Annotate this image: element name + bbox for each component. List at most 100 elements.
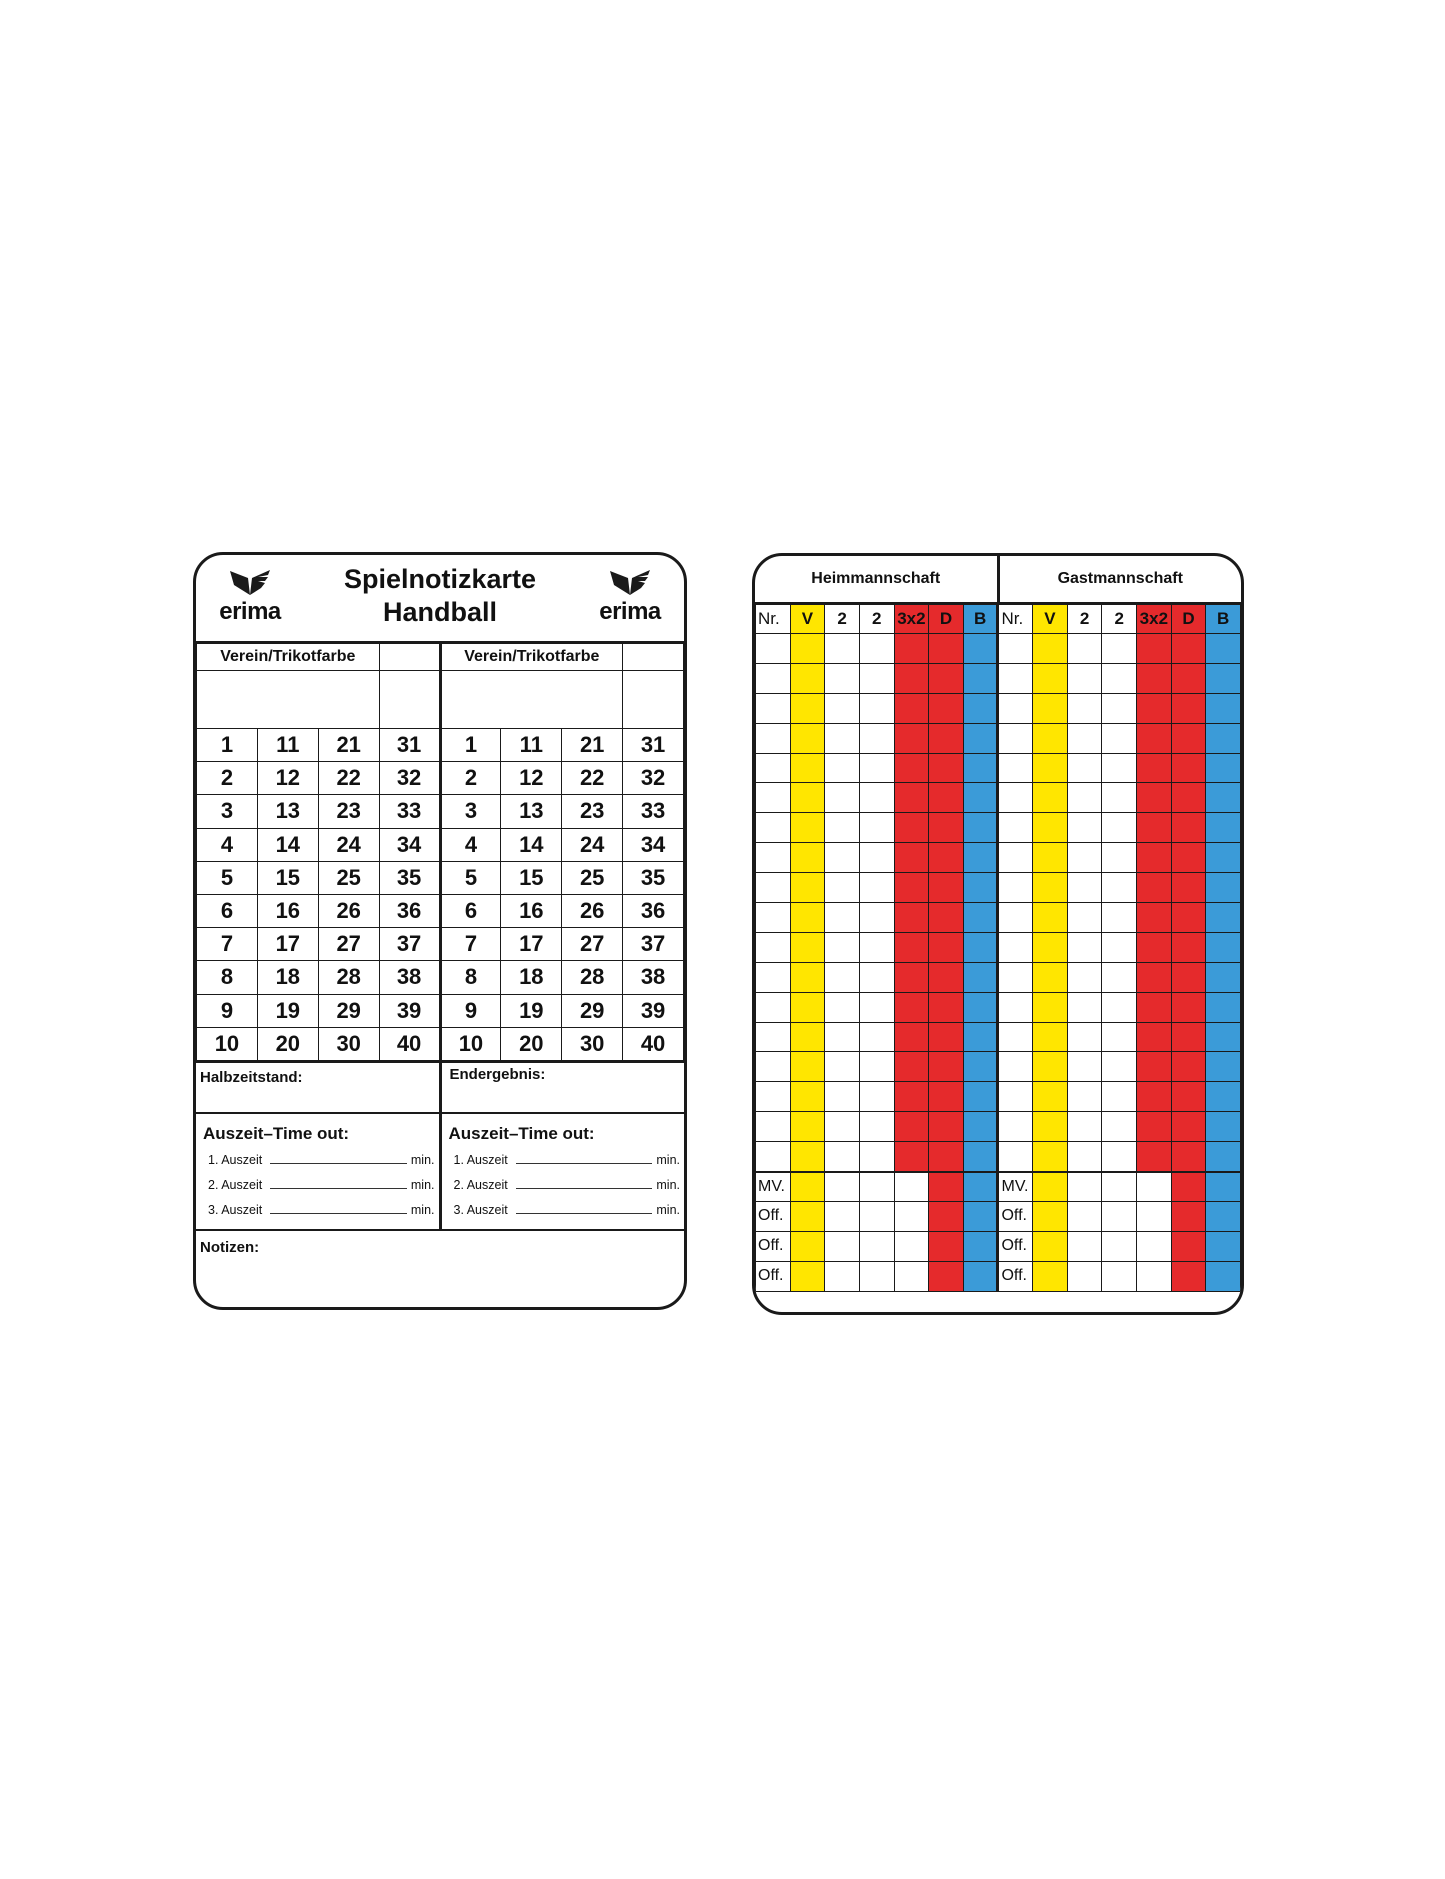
- penalty-cell[interactable]: [962, 1021, 999, 1053]
- player-number[interactable]: 5: [439, 860, 502, 895]
- penalty-cell[interactable]: [1205, 961, 1241, 993]
- penalty-cell[interactable]: [1170, 1260, 1207, 1292]
- player-number[interactable]: 19: [256, 993, 319, 1028]
- penalty-cell[interactable]: [755, 991, 791, 1023]
- player-number[interactable]: 39: [622, 993, 684, 1028]
- timeout-input-line[interactable]: [515, 1162, 653, 1164]
- penalty-cell[interactable]: [755, 872, 791, 904]
- player-number[interactable]: 37: [622, 927, 684, 962]
- player-number[interactable]: 18: [256, 960, 319, 995]
- penalty-cell[interactable]: [1032, 1141, 1068, 1173]
- player-number[interactable]: 4: [196, 827, 258, 862]
- penalty-cell[interactable]: [1032, 1230, 1068, 1262]
- penalty-cell[interactable]: [1205, 692, 1241, 724]
- penalty-cell[interactable]: [824, 991, 860, 1023]
- penalty-cell[interactable]: [858, 1260, 895, 1292]
- penalty-cell[interactable]: [1032, 782, 1068, 814]
- penalty-cell[interactable]: [1032, 1170, 1068, 1202]
- penalty-cell[interactable]: [893, 872, 930, 904]
- penalty-cell[interactable]: [1101, 1170, 1138, 1202]
- penalty-cell[interactable]: [996, 902, 1034, 933]
- penalty-cell[interactable]: [1101, 1260, 1138, 1292]
- penalty-cell[interactable]: [789, 931, 826, 963]
- player-number[interactable]: 4: [439, 827, 502, 862]
- penalty-cell[interactable]: [893, 931, 930, 963]
- penalty-cell[interactable]: [1066, 752, 1103, 784]
- penalty-cell[interactable]: [1205, 1081, 1241, 1113]
- penalty-cell[interactable]: [1136, 1111, 1172, 1143]
- penalty-cell[interactable]: [1170, 991, 1207, 1023]
- penalty-cell[interactable]: [1136, 902, 1172, 933]
- penalty-cell[interactable]: [824, 1200, 860, 1232]
- penalty-cell[interactable]: [1066, 1170, 1103, 1202]
- penalty-cell[interactable]: [1032, 1111, 1068, 1143]
- penalty-cell[interactable]: [789, 722, 826, 754]
- penalty-cell[interactable]: [996, 872, 1034, 904]
- penalty-cell[interactable]: [1066, 1230, 1103, 1262]
- timeout-input-line[interactable]: [270, 1212, 407, 1214]
- penalty-cell[interactable]: [789, 782, 826, 814]
- player-number[interactable]: 20: [256, 1026, 319, 1061]
- penalty-cell[interactable]: [755, 1111, 791, 1143]
- penalty-cell[interactable]: [1170, 633, 1207, 664]
- penalty-cell[interactable]: [755, 662, 791, 694]
- penalty-cell[interactable]: [1066, 872, 1103, 904]
- penalty-cell[interactable]: [1136, 1230, 1172, 1262]
- penalty-cell[interactable]: [1032, 1021, 1068, 1053]
- penalty-cell[interactable]: [1032, 1260, 1068, 1292]
- penalty-cell[interactable]: [996, 1051, 1034, 1083]
- penalty-cell[interactable]: [1170, 842, 1207, 874]
- penalty-cell[interactable]: [1101, 692, 1138, 724]
- penalty-cell[interactable]: [1101, 991, 1138, 1023]
- penalty-cell[interactable]: [1136, 1021, 1172, 1053]
- penalty-cell[interactable]: [824, 1170, 860, 1202]
- penalty-cell[interactable]: [962, 1141, 999, 1173]
- penalty-cell[interactable]: [858, 1021, 895, 1053]
- penalty-cell[interactable]: [1205, 662, 1241, 694]
- penalty-cell[interactable]: [893, 961, 930, 993]
- penalty-cell[interactable]: [755, 1081, 791, 1113]
- penalty-cell[interactable]: [928, 1111, 964, 1143]
- penalty-cell[interactable]: [789, 961, 826, 993]
- penalty-cell[interactable]: [1136, 931, 1172, 963]
- penalty-cell[interactable]: [1101, 1051, 1138, 1083]
- timeout-input-line[interactable]: [270, 1187, 407, 1189]
- penalty-cell[interactable]: [1205, 1230, 1241, 1262]
- penalty-cell[interactable]: [1101, 1021, 1138, 1053]
- penalty-cell[interactable]: [1136, 692, 1172, 724]
- penalty-cell[interactable]: [928, 1260, 964, 1292]
- player-number[interactable]: 23: [561, 794, 624, 829]
- player-number[interactable]: 17: [500, 927, 563, 962]
- penalty-cell[interactable]: [858, 633, 895, 664]
- penalty-cell[interactable]: [962, 752, 999, 784]
- penalty-cell[interactable]: [1205, 812, 1241, 844]
- penalty-cell[interactable]: [1066, 902, 1103, 933]
- penalty-cell[interactable]: [928, 752, 964, 784]
- penalty-cell[interactable]: [1136, 1141, 1172, 1173]
- penalty-cell[interactable]: [858, 931, 895, 963]
- penalty-cell[interactable]: [1066, 782, 1103, 814]
- player-number[interactable]: 22: [561, 761, 624, 796]
- penalty-cell[interactable]: [1101, 1111, 1138, 1143]
- penalty-cell[interactable]: [893, 812, 930, 844]
- penalty-cell[interactable]: [858, 782, 895, 814]
- penalty-cell[interactable]: [789, 1230, 826, 1262]
- penalty-cell[interactable]: [1170, 1081, 1207, 1113]
- penalty-cell[interactable]: [789, 1021, 826, 1053]
- penalty-cell[interactable]: [1101, 931, 1138, 963]
- penalty-cell[interactable]: [1101, 1200, 1138, 1232]
- penalty-cell[interactable]: [824, 902, 860, 933]
- penalty-cell[interactable]: [928, 1051, 964, 1083]
- penalty-cell[interactable]: [962, 1260, 999, 1292]
- penalty-cell[interactable]: [755, 812, 791, 844]
- penalty-cell[interactable]: [1170, 1021, 1207, 1053]
- penalty-cell[interactable]: [1170, 782, 1207, 814]
- player-number[interactable]: 3: [196, 794, 258, 829]
- player-number[interactable]: 28: [561, 960, 624, 995]
- penalty-cell[interactable]: [1136, 1200, 1172, 1232]
- player-number[interactable]: 38: [622, 960, 684, 995]
- halftime-field[interactable]: Halbzeitstand:: [196, 1062, 442, 1112]
- penalty-cell[interactable]: [893, 842, 930, 874]
- penalty-cell[interactable]: [858, 1081, 895, 1113]
- penalty-cell[interactable]: [893, 752, 930, 784]
